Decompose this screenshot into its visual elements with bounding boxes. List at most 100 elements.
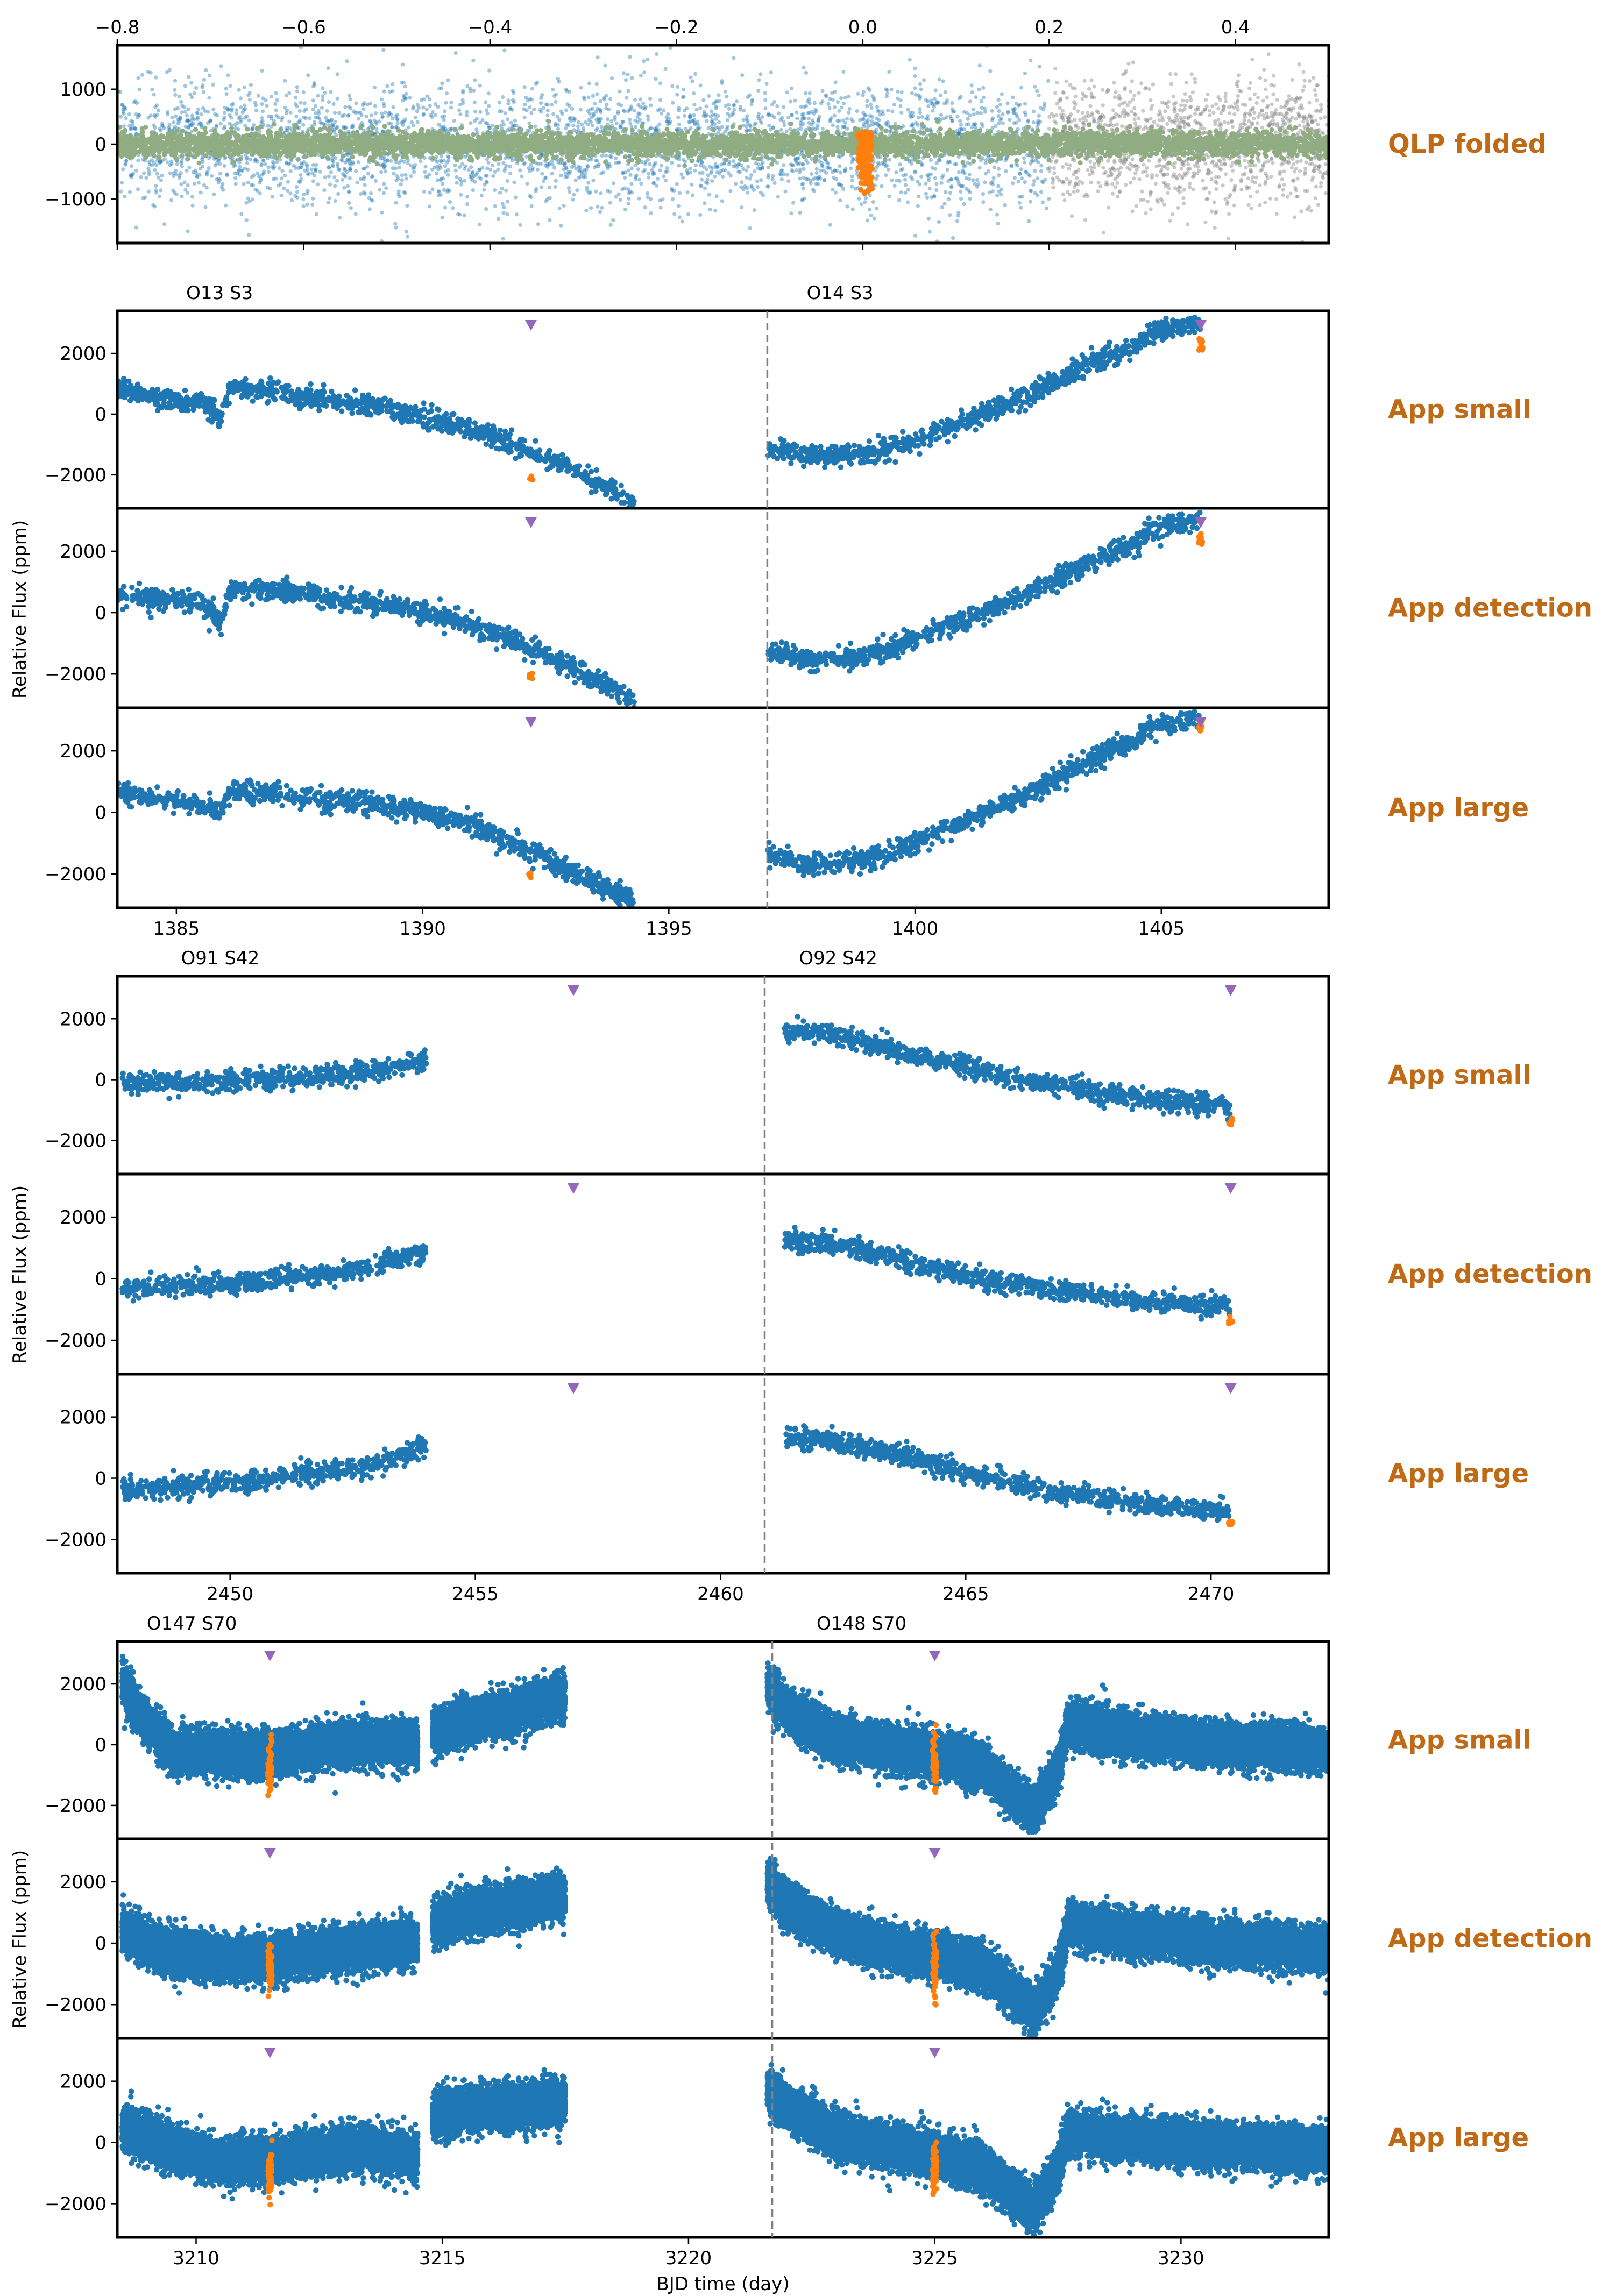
data-point — [954, 162, 958, 166]
data-point — [1029, 189, 1032, 193]
data-point — [1090, 169, 1094, 173]
data-point — [226, 73, 230, 77]
data-point — [660, 164, 663, 168]
data-point — [1204, 162, 1208, 166]
data-point — [725, 95, 728, 98]
data-point — [619, 103, 623, 107]
data-point — [896, 90, 899, 94]
data-point — [904, 183, 908, 187]
data-point — [665, 169, 669, 173]
data-point — [862, 117, 866, 121]
data-point — [1256, 96, 1260, 99]
data-point — [317, 111, 321, 115]
data-point — [122, 124, 126, 128]
data-point — [642, 70, 646, 74]
data-point — [1070, 214, 1074, 218]
data-point — [1213, 226, 1217, 230]
data-point — [380, 211, 384, 215]
data-point — [898, 162, 902, 166]
data-point — [1003, 203, 1007, 207]
data-point — [199, 122, 203, 125]
data-point — [441, 216, 444, 219]
data-point — [623, 170, 627, 174]
data-point — [574, 179, 578, 182]
data-point — [285, 111, 288, 115]
data-point — [1260, 109, 1264, 112]
data-point — [189, 119, 193, 123]
data-point — [720, 199, 724, 203]
data-point — [1098, 184, 1102, 188]
data-point — [789, 211, 793, 215]
data-point — [1111, 108, 1115, 112]
data-point — [239, 96, 243, 100]
data-point — [1096, 121, 1100, 125]
data-point — [767, 166, 770, 169]
data-point — [981, 192, 985, 196]
data-point — [761, 115, 764, 119]
data-point — [224, 87, 228, 90]
data-point — [647, 172, 650, 175]
data-point — [473, 79, 477, 82]
data-point — [669, 46, 672, 50]
data-point — [1248, 97, 1252, 101]
data-point — [1261, 99, 1265, 103]
data-point — [877, 109, 881, 113]
data-point — [991, 189, 995, 193]
data-point — [286, 189, 289, 193]
data-point — [478, 84, 482, 88]
data-point — [194, 86, 198, 90]
data-point — [1319, 181, 1323, 184]
data-point — [313, 174, 316, 177]
data-point — [154, 163, 158, 167]
data-point — [596, 55, 599, 59]
data-point — [458, 112, 462, 116]
data-point — [1118, 115, 1122, 118]
data-point — [472, 89, 476, 93]
data-point — [295, 104, 299, 108]
data-point — [1260, 125, 1264, 129]
data-point — [1087, 87, 1091, 91]
data-point — [394, 166, 398, 170]
data-point — [1075, 176, 1079, 180]
data-point — [1052, 114, 1055, 118]
data-point — [476, 131, 479, 134]
data-point — [1211, 159, 1215, 163]
data-point — [948, 160, 952, 164]
data-point — [1061, 165, 1065, 169]
data-point — [652, 181, 656, 185]
data-point — [677, 204, 681, 208]
data-point — [763, 91, 767, 95]
data-point — [952, 110, 956, 113]
data-point — [920, 115, 924, 119]
data-point — [1117, 97, 1121, 101]
data-point — [397, 189, 401, 193]
data-point — [613, 115, 617, 119]
data-point — [1037, 122, 1040, 126]
data-point — [777, 111, 781, 115]
data-point — [1323, 171, 1327, 175]
data-point — [1107, 206, 1110, 210]
data-point — [1319, 103, 1323, 107]
data-point — [1157, 113, 1160, 117]
data-point — [685, 168, 689, 172]
data-point — [1171, 212, 1174, 216]
data-point — [448, 200, 452, 204]
data-point — [454, 51, 458, 55]
data-point — [210, 174, 214, 178]
data-point — [1032, 110, 1036, 113]
data-point — [807, 97, 811, 101]
data-point — [446, 79, 450, 82]
data-point — [570, 107, 574, 111]
data-point — [647, 175, 650, 179]
data-point — [579, 108, 583, 111]
data-point — [314, 104, 317, 108]
data-point — [390, 125, 394, 129]
data-point — [1012, 111, 1016, 115]
data-point — [763, 98, 767, 102]
data-point — [606, 117, 609, 121]
data-point — [1064, 162, 1068, 166]
data-point — [384, 169, 387, 173]
data-point — [1023, 72, 1027, 75]
data-point — [438, 164, 442, 168]
data-point — [945, 98, 949, 102]
